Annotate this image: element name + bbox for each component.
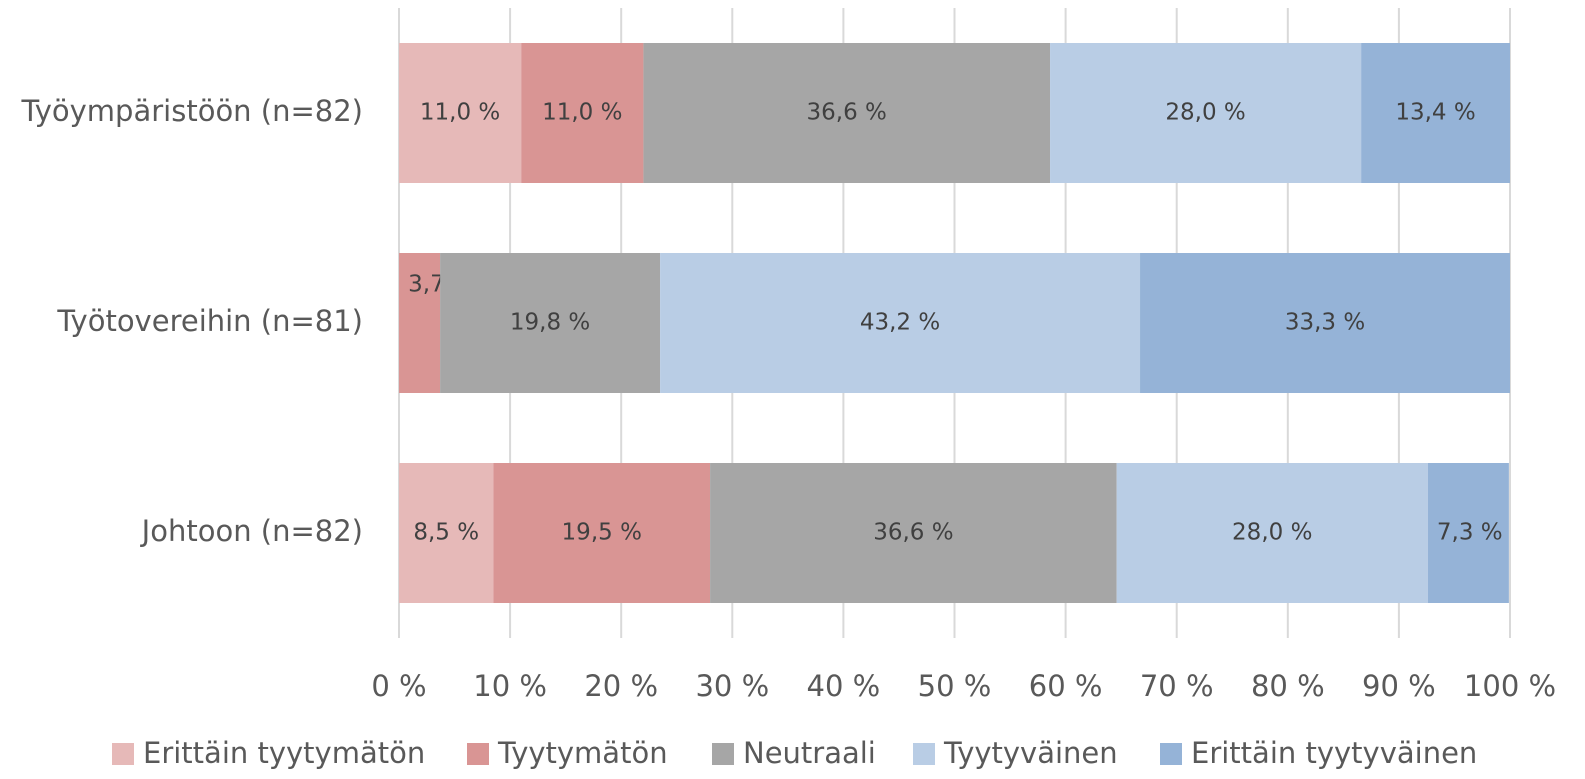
bar-segment	[1427, 463, 1509, 603]
data-label: 7,3 %	[1437, 520, 1503, 546]
data-label: 28,0 %	[1232, 520, 1312, 546]
bar-segment	[399, 463, 494, 603]
x-tick-label: 20 %	[584, 669, 658, 703]
bar-segment	[710, 463, 1117, 603]
x-tick-label: 30 %	[695, 669, 769, 703]
category-label: Työympäristöön (n=82)	[21, 94, 363, 128]
bar-segment	[399, 43, 522, 183]
bar-segment	[1140, 253, 1510, 393]
legend-label: Neutraali	[743, 736, 876, 770]
bar-segment	[1116, 463, 1428, 603]
x-tick-label: 90 %	[1362, 669, 1436, 703]
data-label: 11,0 %	[420, 100, 500, 126]
x-tick-label: 80 %	[1251, 669, 1325, 703]
data-label: 28,0 %	[1165, 100, 1245, 126]
category-label: Työtovereihin (n=81)	[56, 304, 363, 338]
bar-segment	[1361, 43, 1510, 183]
data-label: 19,8 %	[510, 310, 590, 336]
x-tick-label: 70 %	[1140, 669, 1214, 703]
bar-segment	[643, 43, 1051, 183]
bar-segment	[493, 463, 711, 603]
legend-label: Erittäin tyytymätön	[143, 736, 425, 770]
legend-label: Tyytyväinen	[943, 736, 1118, 770]
data-label: 13,4 %	[1395, 100, 1475, 126]
legend-swatch	[467, 743, 489, 765]
bar-segment	[521, 43, 644, 183]
data-label: 36,6 %	[807, 100, 887, 126]
bar-segment	[399, 253, 441, 393]
category-label: Johtoon (n=82)	[140, 514, 363, 548]
x-tick-label: 40 %	[807, 669, 881, 703]
data-label: 19,5 %	[562, 520, 642, 546]
legend-label: Erittäin tyytyväinen	[1191, 736, 1477, 770]
legend-label: Tyytymätön	[497, 736, 668, 770]
legend-swatch	[112, 743, 134, 765]
bar-segment	[660, 253, 1141, 393]
data-label: 43,2 %	[860, 310, 940, 336]
legend-swatch	[913, 743, 935, 765]
legend-swatch	[712, 743, 734, 765]
bar-segment	[440, 253, 661, 393]
legend-swatch	[1160, 743, 1182, 765]
x-tick-label: 60 %	[1029, 669, 1103, 703]
bar-segment	[1050, 43, 1362, 183]
data-label: 11,0 %	[542, 100, 622, 126]
data-label: 33,3 %	[1285, 310, 1365, 336]
x-tick-label: 10 %	[473, 669, 547, 703]
x-tick-label: 50 %	[918, 669, 992, 703]
x-tick-label: 100 %	[1464, 669, 1556, 703]
data-label: 36,6 %	[873, 520, 953, 546]
data-label: 8,5 %	[413, 520, 479, 546]
x-tick-label: 0 %	[371, 669, 426, 703]
